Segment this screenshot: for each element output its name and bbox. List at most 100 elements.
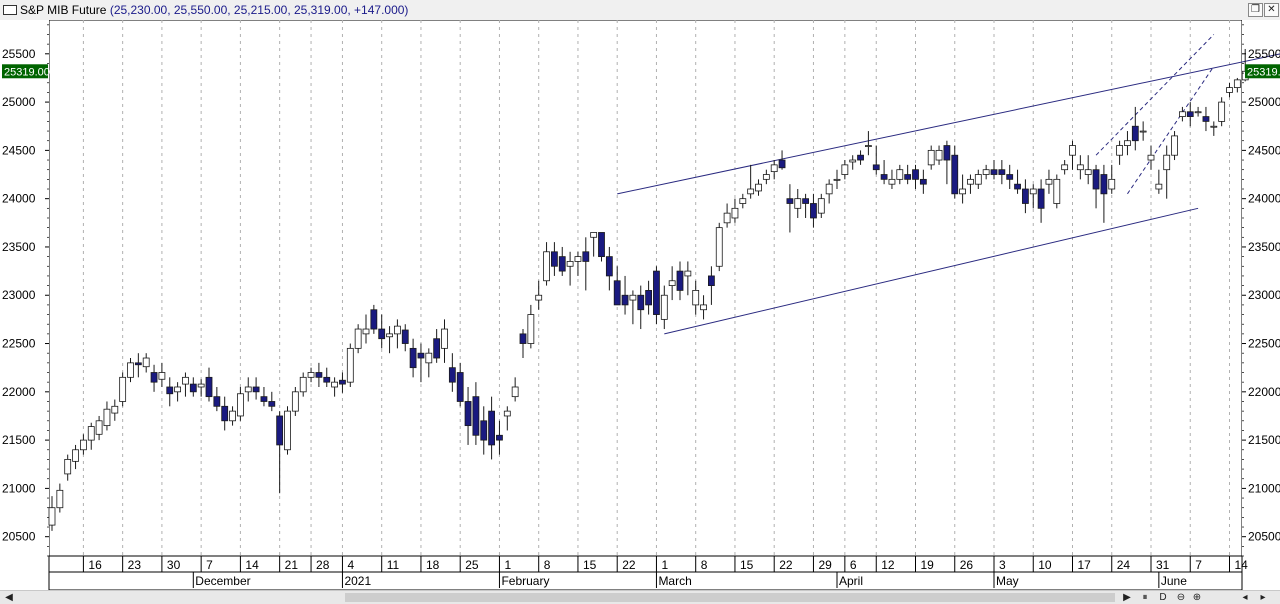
scroll-right-arrow-icon[interactable]: ▶ (1123, 592, 1131, 603)
candle (1194, 106, 1202, 117)
x-day-label: 16 (88, 558, 102, 572)
candle-body (1014, 183, 1021, 190)
candle-body (755, 183, 762, 192)
candle-body (566, 261, 574, 267)
candle-body (1139, 130, 1147, 133)
zoom-out-icon[interactable]: ⊖ (1176, 592, 1186, 603)
candle (794, 189, 802, 218)
candle-body (904, 174, 912, 180)
candle (912, 164, 919, 190)
candle-body (221, 405, 229, 422)
x-day-label: 1 (661, 558, 668, 572)
pan-right-icon[interactable]: ▸ (1260, 592, 1266, 603)
candle (401, 324, 409, 352)
candle (48, 496, 56, 531)
grid (82, 20, 1230, 556)
candle (433, 329, 441, 363)
candle-body (72, 449, 79, 462)
daily-period-button[interactable]: D (1159, 592, 1167, 603)
scroll-thumb[interactable] (345, 593, 1115, 602)
candle (802, 193, 809, 218)
pan-left-icon[interactable]: ◂ (1242, 592, 1248, 603)
candle (967, 174, 974, 194)
candle-body (433, 338, 441, 359)
candle-body (1226, 87, 1233, 93)
candle-body (927, 149, 935, 166)
candlestick-chart: 20500 20500 21000 21000 21500 21500 22000 22000… (0, 20, 1280, 590)
candle (621, 275, 629, 315)
candle (103, 401, 111, 431)
candle (393, 319, 401, 349)
candle (111, 399, 119, 421)
restore-window-icon[interactable]: ❐ (1248, 3, 1263, 17)
candle (425, 348, 433, 378)
candle-body (464, 401, 472, 427)
candle-body (684, 270, 692, 277)
trendline-channel-lower (664, 207, 1199, 335)
candle (331, 377, 339, 397)
candle-body (174, 386, 182, 393)
candle-body (708, 275, 715, 286)
pause-icon[interactable]: ⏸ (1142, 592, 1148, 603)
candle-body (1186, 111, 1194, 117)
y-tick-label-right: 25500 (1248, 47, 1280, 61)
candle (1069, 140, 1076, 170)
candle-body (236, 393, 244, 417)
candle (503, 406, 511, 431)
x-month-label: February (501, 574, 549, 588)
candle (1131, 106, 1139, 151)
candle (692, 280, 700, 315)
candle (1061, 160, 1069, 175)
horizontal-scrollbar[interactable]: ◀ ▶ ⏸ D ⊖ ⊕ ◂ ▸ (0, 590, 1280, 604)
candle-body (888, 178, 896, 185)
x-day-label: 3 (999, 558, 1006, 572)
candle-body (315, 372, 323, 378)
candle-body (1171, 135, 1178, 156)
x-month-label: May (996, 574, 1019, 588)
candle-body (252, 386, 260, 393)
candle-body (197, 383, 205, 388)
candle (174, 382, 182, 402)
candle (182, 372, 189, 397)
candle (166, 377, 174, 407)
candle-body (1029, 188, 1037, 195)
candle-body (1194, 111, 1202, 114)
candle (519, 329, 527, 359)
candle-body (425, 352, 433, 364)
candle (378, 314, 386, 349)
trendline-short-channel-lower (1127, 66, 1215, 195)
x-axis: 16 23 30 7 14 21 28 4 11 18 25 1 8 15 22 1 8 15 22 29 6 12 19 2… (49, 556, 1248, 588)
scroll-left-arrow-icon[interactable]: ◀ (5, 592, 13, 603)
candle-body (354, 328, 362, 349)
y-tick-label-left: 25500 (2, 47, 36, 61)
right-axis-background (1242, 20, 1280, 590)
candle-body (346, 347, 354, 383)
close-window-icon[interactable]: ✕ (1264, 3, 1279, 17)
candle (1053, 174, 1061, 209)
candle (315, 362, 323, 387)
candle (386, 326, 393, 354)
window-title: S&P MIB Future (25,230.00, 25,550.00, 25… (20, 3, 408, 17)
candle-body (511, 386, 519, 398)
candle-body (1022, 188, 1029, 204)
candle (456, 362, 464, 407)
candle (1186, 102, 1194, 127)
candle-body (496, 434, 503, 441)
candle (299, 372, 307, 397)
candle-body (1037, 188, 1045, 209)
candle-body (1131, 125, 1139, 142)
candle (464, 386, 472, 445)
candle-body (1006, 174, 1014, 180)
y-tick-label-left: 21000 (2, 481, 36, 495)
candle (919, 169, 927, 194)
x-day-label: 26 (960, 558, 974, 572)
candle (1076, 155, 1084, 180)
candle (786, 184, 794, 233)
x-day-label: 7 (206, 558, 213, 572)
y-tick-label-right: 25000 (1248, 95, 1280, 109)
zoom-in-icon[interactable]: ⊕ (1192, 592, 1202, 603)
candle (1233, 77, 1241, 93)
candle (323, 367, 331, 387)
candle-body (543, 251, 550, 282)
candle (496, 420, 503, 455)
